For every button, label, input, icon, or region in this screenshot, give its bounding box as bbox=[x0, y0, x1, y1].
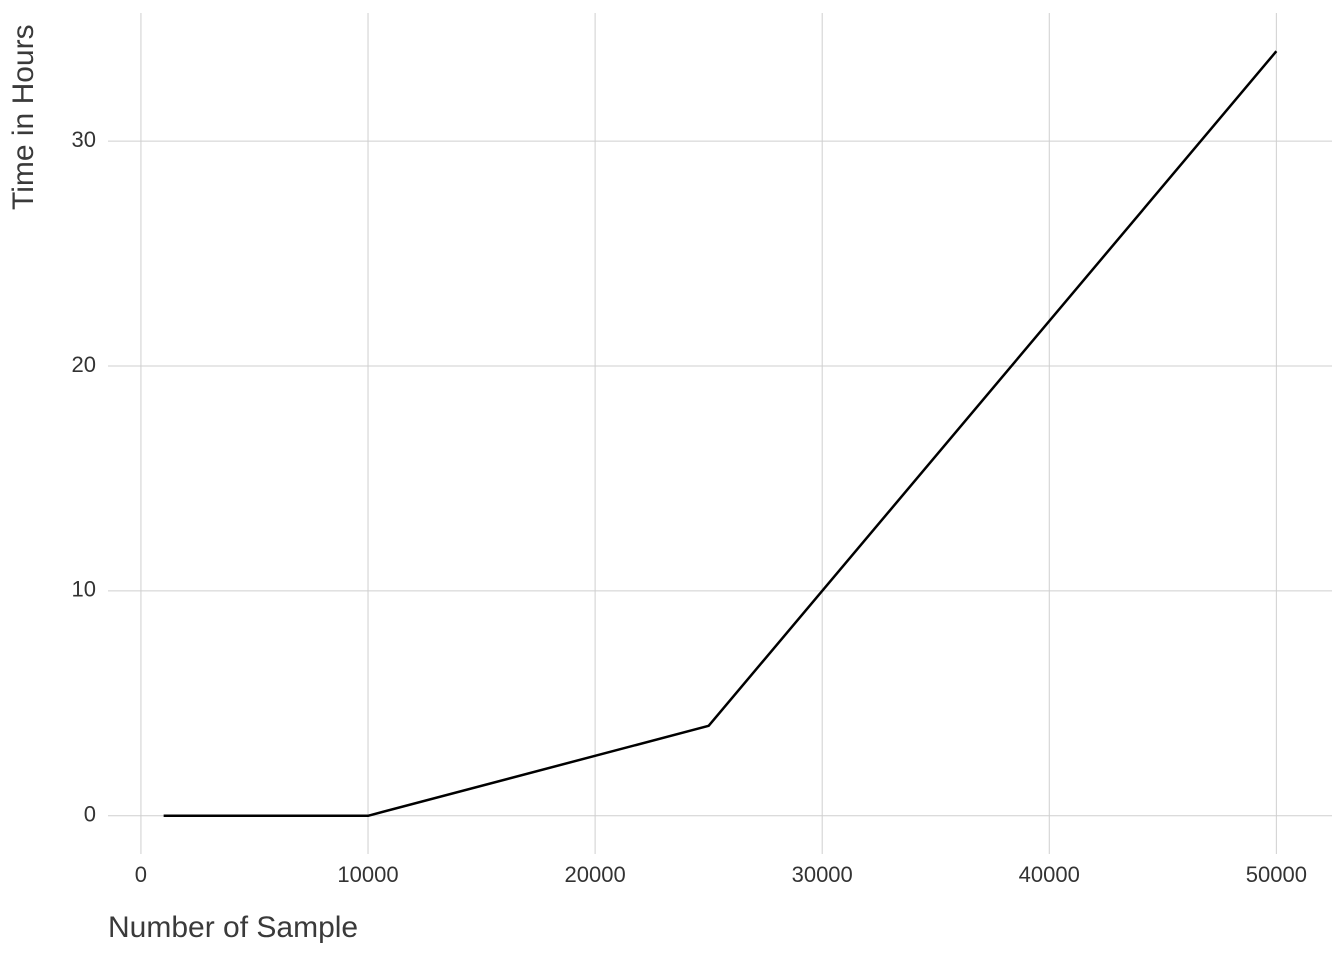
y-axis-title: Time in Hours bbox=[7, 24, 40, 210]
y-tick-label: 30 bbox=[72, 127, 96, 152]
grid bbox=[108, 13, 1332, 854]
x-tick-label: 0 bbox=[135, 862, 147, 887]
x-tick-label: 30000 bbox=[792, 862, 853, 887]
x-tick-label: 50000 bbox=[1246, 862, 1307, 887]
y-tick-label: 10 bbox=[72, 577, 96, 602]
x-tick-label: 10000 bbox=[337, 862, 398, 887]
x-axis-title: Number of Sample bbox=[108, 911, 358, 944]
y-tick-label: 20 bbox=[72, 352, 96, 377]
x-tick-label: 20000 bbox=[565, 862, 626, 887]
x-tick-label: 40000 bbox=[1019, 862, 1080, 887]
line bbox=[163, 50, 1278, 818]
plot bbox=[163, 50, 1278, 818]
y-tick-label: 0 bbox=[84, 802, 96, 827]
